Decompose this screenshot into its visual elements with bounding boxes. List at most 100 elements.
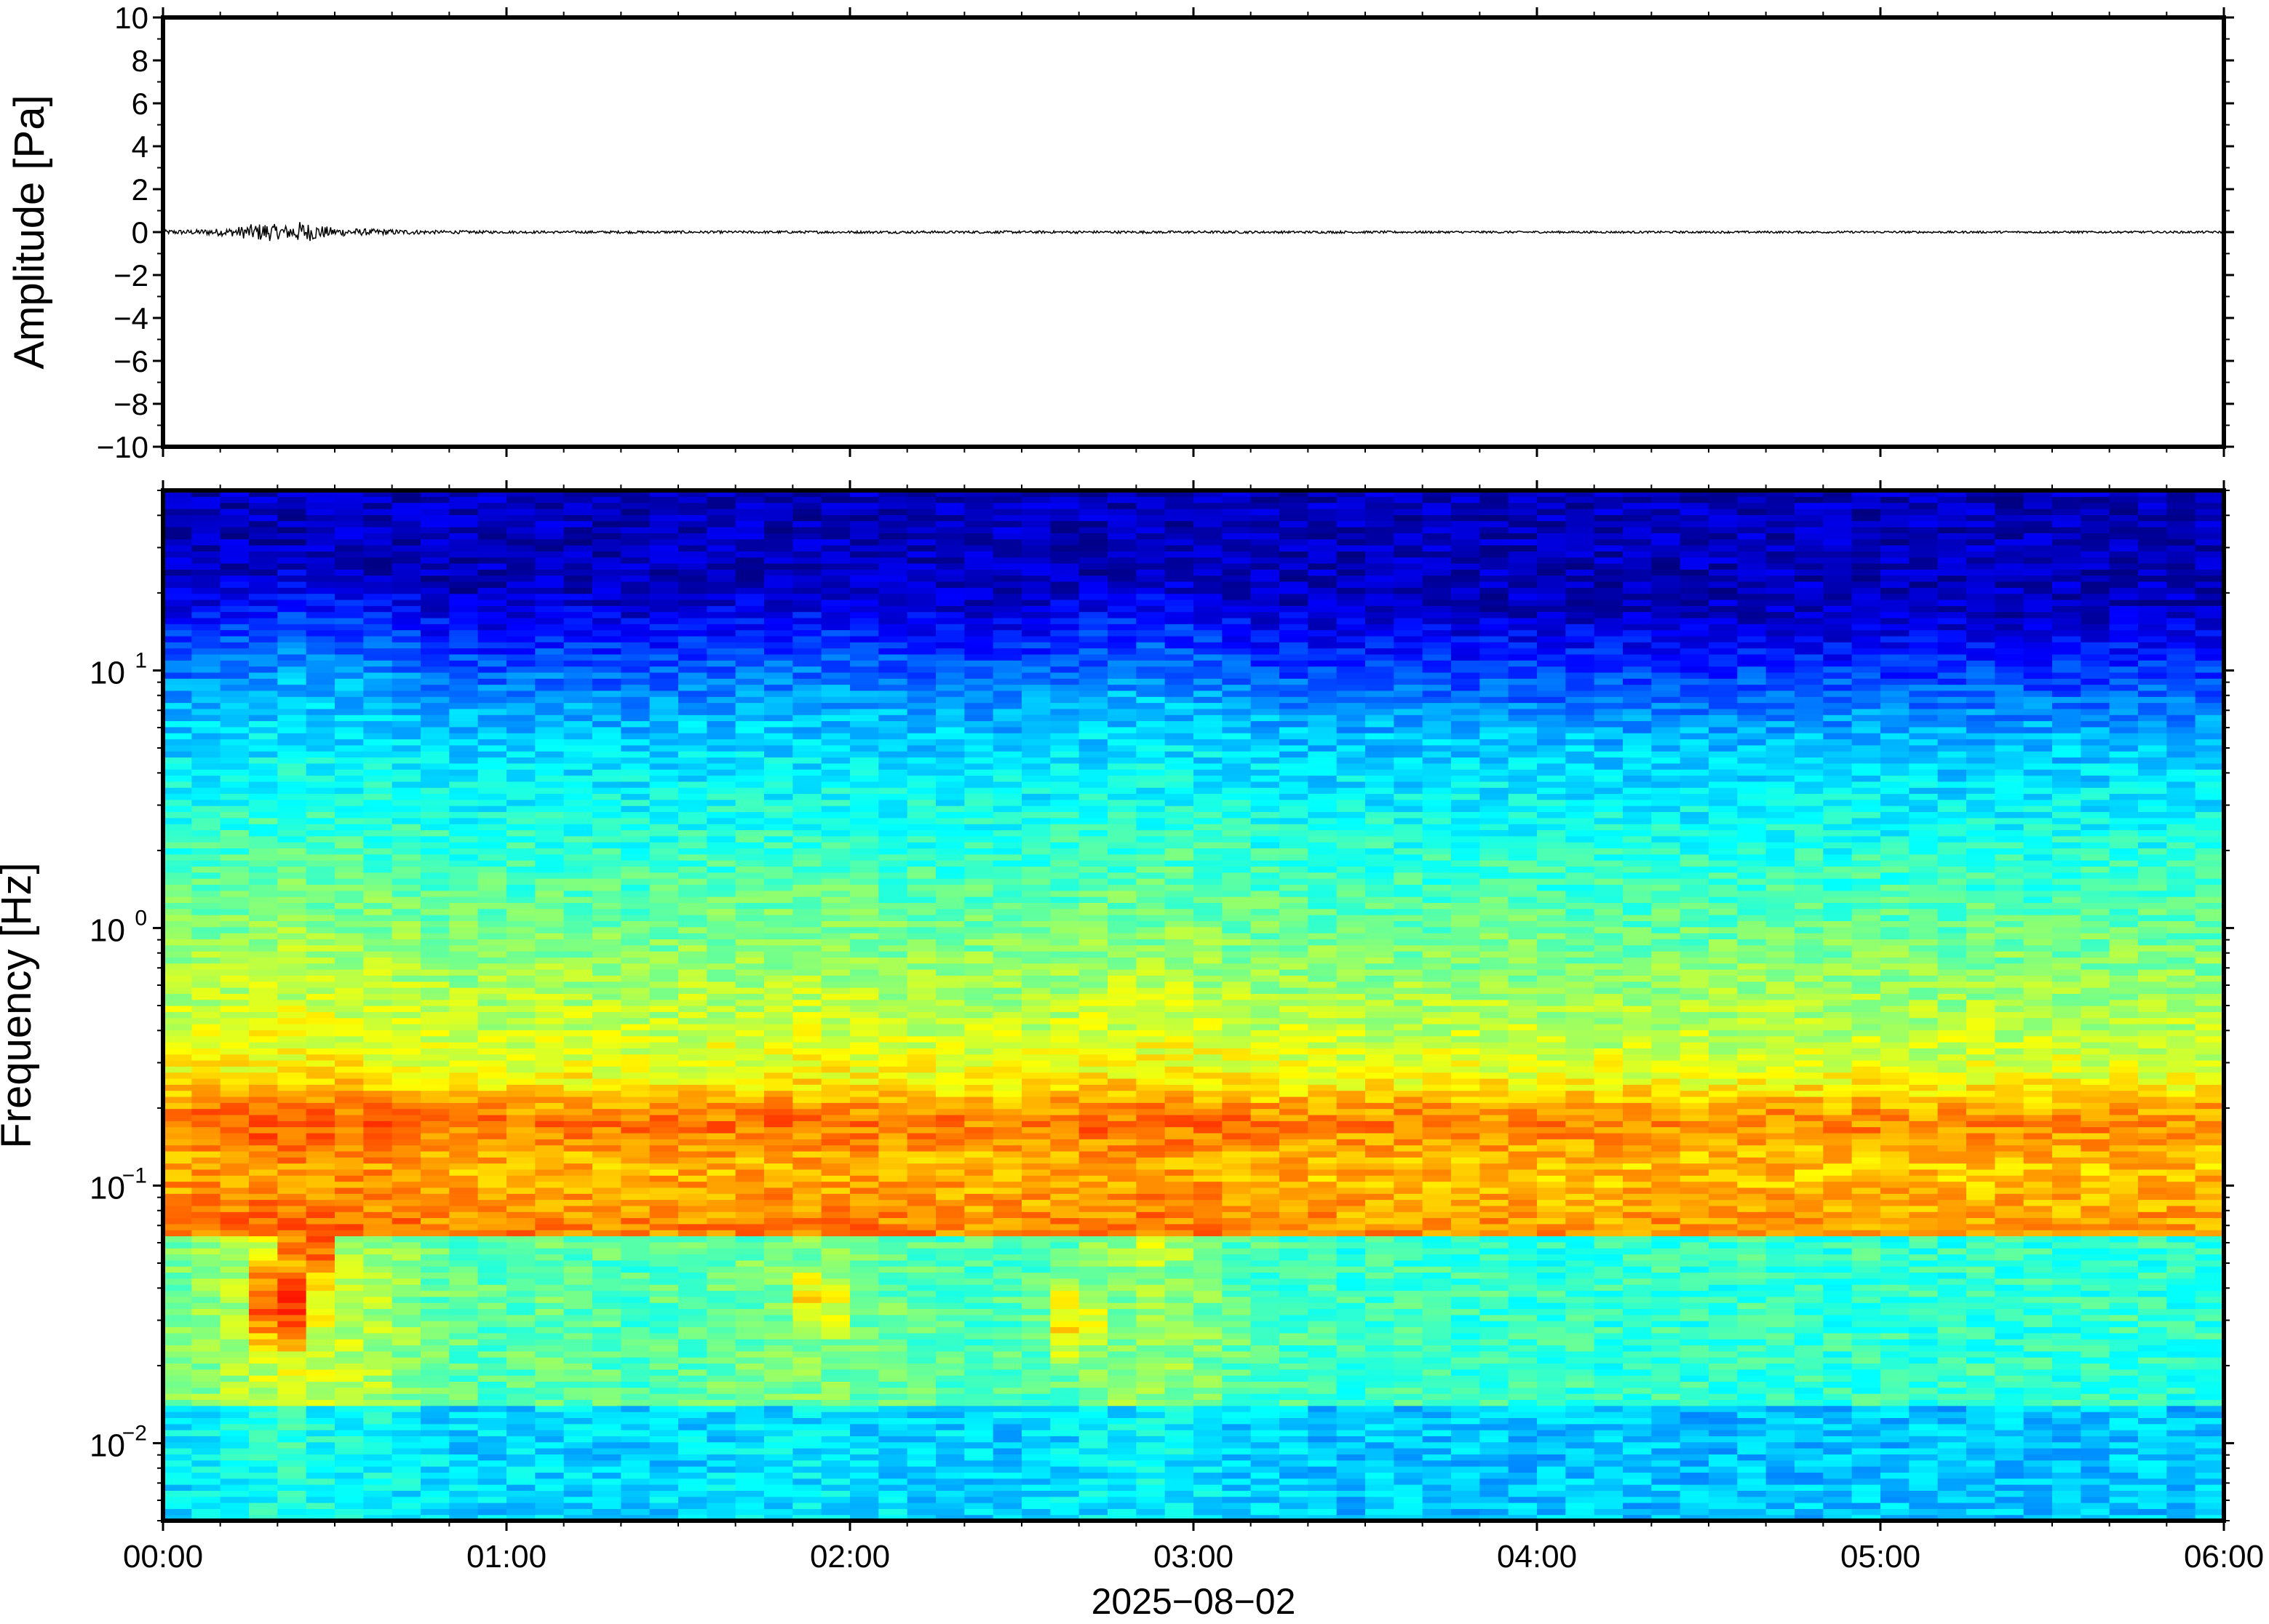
spectrogram-cell xyxy=(792,520,822,528)
spectrogram-cell xyxy=(392,642,421,649)
spectrogram-cell xyxy=(850,1223,879,1230)
spectrogram-cell xyxy=(878,526,908,533)
spectrogram-cell xyxy=(449,1059,479,1067)
spectrogram-cell xyxy=(907,1484,937,1491)
spectrogram-cell xyxy=(421,1041,450,1048)
spectrogram-cell xyxy=(707,544,736,552)
spectrogram-cell xyxy=(707,744,736,752)
spectrogram-cell xyxy=(764,1199,793,1206)
spectrogram-cell xyxy=(878,1314,908,1321)
spectrogram-cell xyxy=(449,508,479,515)
spectrogram-cell xyxy=(621,551,651,558)
spectrogram-cell xyxy=(277,1369,307,1376)
spectrogram-cell xyxy=(392,975,421,982)
spectrogram-cell xyxy=(249,1157,278,1164)
spectrogram-cell xyxy=(421,1284,450,1291)
spectrogram-cell xyxy=(563,1041,593,1048)
spectrogram-cell xyxy=(392,793,421,800)
spectrogram-cell xyxy=(592,569,621,576)
spectrogram-cell xyxy=(535,860,565,867)
spectrogram-cell xyxy=(535,544,565,552)
spectrogram-cell xyxy=(220,1090,250,1097)
spectrogram-cell xyxy=(821,1284,851,1291)
spectrogram-cell xyxy=(936,835,965,843)
spectrogram-cell xyxy=(621,1211,651,1219)
spectrogram-cell xyxy=(535,1345,565,1352)
spectrogram-cell xyxy=(191,1472,221,1479)
spectrogram-cell xyxy=(821,763,851,770)
spectrogram-cell xyxy=(821,1460,851,1467)
spectrogram-cell xyxy=(907,1441,937,1449)
spectrogram-cell xyxy=(735,1272,765,1279)
spectrogram-cell xyxy=(707,1484,736,1491)
spectrogram-cell xyxy=(477,611,507,618)
spectrogram-cell xyxy=(191,1193,221,1201)
spectrogram-cell xyxy=(821,999,851,1006)
spectrogram-cell xyxy=(363,599,393,606)
spectrogram-cell xyxy=(563,866,593,873)
spectrogram-cell xyxy=(421,1478,450,1485)
spectrogram-cell xyxy=(792,944,822,952)
spectrogram-cell xyxy=(850,635,879,642)
spectrogram-cell xyxy=(220,1230,250,1237)
spectrogram-cell xyxy=(735,1345,765,1352)
spectrogram-cell xyxy=(392,575,421,582)
spectrogram-cell xyxy=(306,1126,335,1134)
spectrogram-cell xyxy=(220,975,250,982)
spectrogram-cell xyxy=(707,1357,736,1364)
spectrogram-cell xyxy=(649,1387,679,1394)
spectrogram-cell xyxy=(220,635,250,642)
spectrogram-cell xyxy=(363,672,393,679)
spectrogram-cell xyxy=(707,526,736,533)
spectrogram-cell xyxy=(421,1502,450,1509)
spectrogram-cell xyxy=(535,987,565,994)
spectrogram-cell xyxy=(735,1059,765,1067)
spectrogram-cell xyxy=(649,642,679,649)
spectrogram-cell xyxy=(477,1199,507,1206)
spectrogram-cell xyxy=(220,824,250,831)
spectrogram-cell xyxy=(964,1278,994,1285)
spectrogram-cell xyxy=(764,611,793,618)
spectrogram-cell xyxy=(621,678,651,685)
spectrogram-cell xyxy=(477,593,507,600)
spectrogram-cell xyxy=(335,1302,364,1310)
spectrogram-cell xyxy=(563,575,593,582)
spectrogram-cell xyxy=(764,1230,793,1237)
spectrogram-cell xyxy=(535,502,565,509)
spectrogram-cell xyxy=(506,1090,536,1097)
spectrogram-cell xyxy=(850,496,879,503)
spectrogram-cell xyxy=(563,672,593,679)
spectrogram-cell xyxy=(850,1211,879,1219)
spectrogram-cell xyxy=(249,1399,278,1406)
spectrogram-cell xyxy=(392,1169,421,1176)
spectrogram-cell xyxy=(907,775,937,782)
spectrogram-cell xyxy=(907,944,937,952)
spectrogram-cell xyxy=(163,1412,192,1418)
spectrogram-cell xyxy=(535,526,565,533)
spectrogram-cell xyxy=(191,805,221,813)
spectrogram-cell xyxy=(764,951,793,958)
spectrogram-cell xyxy=(678,1314,707,1321)
spectrogram-cell xyxy=(707,872,736,879)
spectrogram-cell xyxy=(535,981,565,988)
spectrogram-cell xyxy=(449,763,479,770)
spectrogram-cell xyxy=(678,1412,707,1418)
spectrogram-cell xyxy=(563,1350,593,1358)
spectrogram-cell xyxy=(707,1302,736,1310)
spectrogram-cell xyxy=(821,593,851,600)
spectrogram-cell xyxy=(535,1290,565,1297)
spectrogram-cell xyxy=(792,648,822,655)
spectrogram-cell xyxy=(649,1502,679,1509)
spectrogram-cell xyxy=(535,1302,565,1310)
spectrogram-cell xyxy=(163,1436,192,1443)
spectrogram-cell xyxy=(936,1314,965,1321)
spectrogram-cell xyxy=(392,715,421,722)
spectrogram-cell xyxy=(621,763,651,770)
spectrogram-cell xyxy=(449,1235,479,1243)
spectrogram-cell xyxy=(735,1066,765,1073)
spectrogram-cell xyxy=(477,944,507,952)
spectrogram-cell xyxy=(421,1114,450,1121)
spectrogram-cell xyxy=(163,1121,192,1128)
spectrogram-cell xyxy=(936,1205,965,1212)
spectrogram-cell xyxy=(678,884,707,891)
